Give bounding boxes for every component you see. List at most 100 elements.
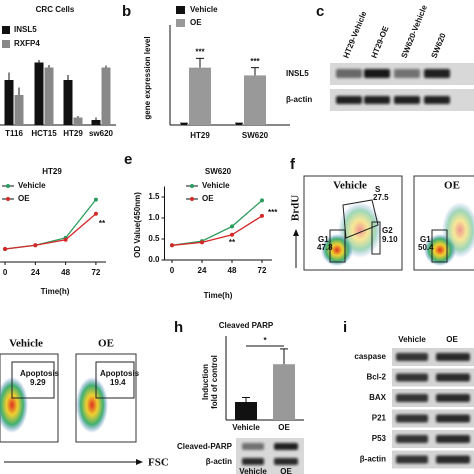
- blot-band: [274, 458, 298, 465]
- panel-e-title: SW620: [205, 167, 232, 176]
- legend-label: Vehicle: [202, 181, 230, 190]
- gate: [329, 229, 346, 263]
- blot-band: [424, 69, 450, 78]
- legend-label: INSL5: [14, 25, 37, 34]
- density: [338, 202, 382, 258]
- gate: [371, 221, 381, 255]
- blot-band: [396, 353, 428, 361]
- point: [200, 240, 204, 245]
- row-label: β-actin: [360, 455, 386, 464]
- row-label: BAX: [369, 393, 387, 402]
- legend-label: Vehicle: [18, 181, 46, 190]
- lane-label: OE: [446, 335, 458, 344]
- annotation: ***: [250, 57, 260, 66]
- blot-band: [436, 394, 470, 402]
- point: [33, 243, 38, 248]
- series-line: [4, 199, 97, 250]
- panel-letter: i: [343, 319, 347, 336]
- y-axis-label: OD Value(450nm): [133, 192, 142, 258]
- row-label: β-actin: [206, 457, 232, 466]
- x-tick-label: 72: [258, 266, 267, 275]
- y-tick-label: 0.5: [148, 234, 160, 243]
- annotation: *: [263, 336, 267, 345]
- x-tick-label: T116: [5, 129, 23, 138]
- legend-label: Vehicle: [190, 5, 218, 14]
- gate-name: G2: [382, 226, 393, 235]
- bar: [181, 123, 187, 125]
- x-tick-label: 48: [228, 266, 237, 275]
- annotation: **: [99, 219, 106, 228]
- gate-name: S: [375, 185, 381, 194]
- legend-marker: [6, 197, 10, 201]
- x-axis-label: FSC: [148, 457, 169, 469]
- panel-letter: e: [124, 151, 132, 168]
- x-tick-label: sw620: [89, 129, 114, 138]
- blot-band: [394, 69, 420, 78]
- bar: [273, 364, 295, 420]
- x-tick-label: HT29: [63, 129, 83, 138]
- panel-letter: c: [316, 3, 324, 20]
- x-tick-label: OE: [278, 423, 290, 432]
- gate-name: G1: [318, 235, 329, 244]
- row-label: Cleaved-PARP: [177, 442, 233, 451]
- point: [260, 198, 264, 203]
- lane-label: Vehicle: [398, 335, 426, 344]
- legend-swatch: [2, 40, 10, 48]
- blot-band: [396, 455, 428, 464]
- legend-label: RXFP4: [14, 39, 40, 48]
- arrow-head: [136, 459, 143, 465]
- bar: [244, 75, 266, 125]
- panel-letter: b: [122, 3, 131, 20]
- blot-band: [436, 373, 470, 382]
- row-label: P53: [372, 434, 387, 443]
- group-label: OE: [98, 338, 114, 350]
- legend-label: OE: [18, 194, 30, 203]
- density: [442, 202, 474, 258]
- x-tick-label: SW620: [242, 131, 269, 140]
- row-label: Bcl-2: [366, 373, 386, 382]
- blot: [392, 348, 474, 366]
- x-tick-label: 48: [61, 268, 70, 277]
- bar: [34, 62, 44, 125]
- series-line: [4, 213, 97, 250]
- density: [76, 377, 108, 433]
- y-axis-label: Induction: [201, 364, 210, 400]
- arrow-head: [293, 229, 299, 236]
- gate: [95, 361, 135, 399]
- blot: [392, 409, 474, 428]
- bar: [4, 80, 14, 125]
- lane-label: Vehicle: [239, 467, 267, 474]
- lane-label: SW620-Vehicle: [399, 3, 429, 59]
- blot: [392, 430, 474, 448]
- legend-marker: [190, 197, 194, 201]
- point: [3, 247, 8, 251]
- legend-label: OE: [202, 194, 214, 203]
- bar: [101, 67, 111, 125]
- blot-band: [394, 96, 420, 104]
- legend-swatch: [2, 26, 10, 34]
- row-label: INSL5: [286, 69, 309, 78]
- x-tick-label: HT29: [190, 131, 210, 140]
- panel-letter: f: [290, 156, 296, 173]
- x-axis-label: Time(h): [41, 287, 70, 296]
- blot-band: [396, 414, 428, 423]
- lane-label: HT29-OE: [369, 24, 390, 59]
- panel-d-title: HT29: [42, 167, 62, 176]
- blot-band: [274, 443, 298, 450]
- y-axis-label: gene expression level: [143, 36, 152, 119]
- x-tick-label: 24: [31, 268, 40, 277]
- blot-band: [242, 443, 264, 450]
- row-label: P21: [372, 414, 387, 423]
- blot: [392, 389, 474, 407]
- bar: [73, 117, 83, 125]
- group-label: Vehicle: [9, 338, 43, 350]
- x-tick-label: 72: [91, 268, 100, 277]
- gate-value: 27.5: [373, 193, 389, 202]
- blot-band: [436, 353, 470, 361]
- y-tick-label: 0.0: [148, 255, 160, 264]
- group-label: Vehicle: [333, 180, 367, 192]
- point: [260, 213, 264, 218]
- blot-band: [396, 373, 428, 382]
- annotation: ***: [268, 208, 278, 217]
